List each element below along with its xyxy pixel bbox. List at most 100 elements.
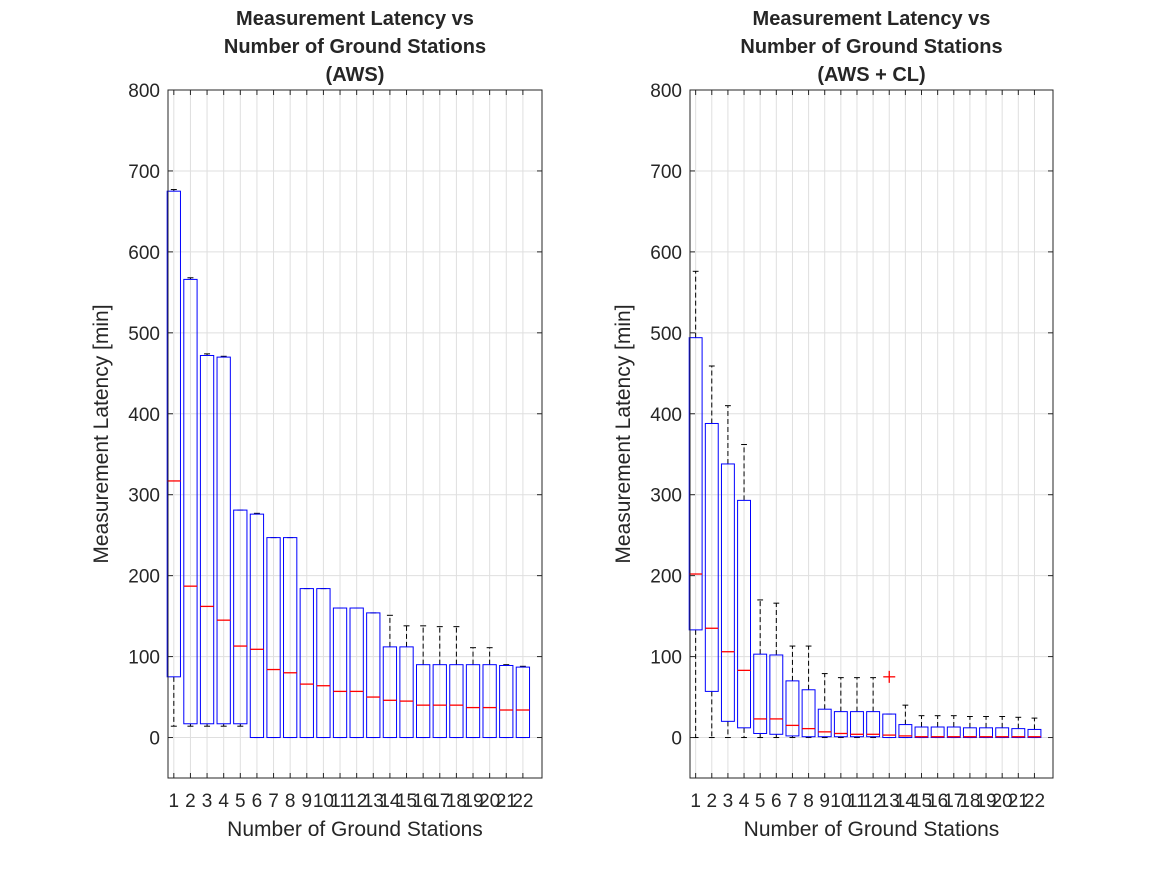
box-13 [882,713,897,739]
x-tick-label: 16 [413,791,434,812]
box-iqr [946,726,961,739]
x-tick-label: 8 [285,791,296,812]
y-tick-label: 400 [128,405,160,426]
y-tick-label: 0 [671,729,682,750]
box-12 [349,607,364,739]
box-6 [769,602,784,739]
box-iqr [249,513,265,739]
box-iqr [316,588,331,739]
box-iqr [785,680,800,737]
y-tick-label: 800 [128,81,160,102]
y-tick-label: 600 [650,243,682,264]
box-iqr [382,646,398,739]
box-11 [332,607,348,739]
x-tick-label: 5 [235,791,246,812]
box-17 [432,626,447,739]
y-axis-label: Measurement Latency [min] [90,304,113,563]
x-tick-label: 1 [169,791,180,812]
box-8 [801,645,816,739]
box-iqr [979,727,993,739]
x-tick-label: 6 [252,791,263,812]
x-tick-label: 1 [690,791,701,812]
box-iqr [1027,728,1042,739]
x-tick-label: 5 [755,791,766,812]
box-iqr [737,499,751,729]
x-tick-label: 18 [959,791,980,812]
x-tick-label: 19 [975,791,996,812]
box-iqr [416,664,431,739]
x-axis-label: Number of Ground Stations [227,818,483,841]
x-tick-label: 10 [830,791,851,812]
x-tick-label: 15 [396,791,417,812]
x-tick-label: 21 [1008,791,1029,812]
box-14 [382,614,398,739]
box-iqr [1011,728,1026,739]
x-tick-label: 20 [992,791,1013,812]
box-2 [183,277,198,727]
box-15 [914,715,929,739]
box-2 [704,365,719,739]
y-tick-label: 700 [650,162,682,183]
y-tick-label: 0 [149,729,160,750]
box-5 [753,599,768,739]
y-axis-label: Measurement Latency [min] [612,304,635,563]
box-iqr [914,726,929,739]
box-iqr [349,607,364,739]
box-20 [482,647,497,739]
x-tick-label: 13 [879,791,900,812]
box-19 [979,715,993,739]
box-iqr [962,727,977,739]
box-1 [688,270,703,739]
box-9 [817,673,832,739]
x-tick-label: 22 [512,791,533,812]
box-11 [850,677,864,739]
x-tick-label: 19 [462,791,483,812]
box-iqr [995,727,1010,739]
x-tick-label: 7 [787,791,798,812]
box-4 [216,355,231,727]
x-tick-label: 3 [723,791,734,812]
box-iqr [833,711,848,738]
chart-title-line-1: Measurement Latency vs [753,8,991,30]
box-iqr [199,354,215,725]
box-iqr [332,607,348,739]
y-tick-label: 200 [650,567,682,588]
x-tick-label: 9 [302,791,313,812]
x-tick-label: 13 [363,791,384,812]
box-iqr [720,463,735,722]
outlier-marker [883,670,896,683]
box-3 [199,353,215,727]
box-1 [166,189,181,727]
x-tick-label: 9 [819,791,830,812]
box-iqr [882,713,897,739]
x-tick-label: 6 [771,791,782,812]
x-tick-label: 4 [739,791,750,812]
box-7 [785,645,800,739]
y-tick-label: 300 [128,486,160,507]
box-iqr [499,664,514,739]
x-tick-label: 12 [346,791,367,812]
chart-title-line-3: (AWS) [326,64,385,86]
box-iqr [432,664,447,739]
box-18 [962,715,977,739]
box-iqr [801,689,816,738]
box-10 [833,677,848,739]
x-tick-label: 7 [268,791,279,812]
x-tick-label: 20 [479,791,500,812]
x-tick-label: 14 [379,791,401,812]
box-3 [720,405,735,739]
box-iqr [930,726,945,739]
box-10 [316,588,331,739]
box-iqr [866,711,881,738]
y-tick-label: 100 [650,648,682,669]
box-5 [233,509,248,727]
box-iqr [898,724,913,739]
x-tick-label: 21 [496,791,517,812]
box-iqr [399,646,414,739]
x-tick-label: 17 [429,791,450,812]
box-22 [1027,717,1042,739]
box-4 [737,444,751,739]
box-15 [399,625,414,739]
